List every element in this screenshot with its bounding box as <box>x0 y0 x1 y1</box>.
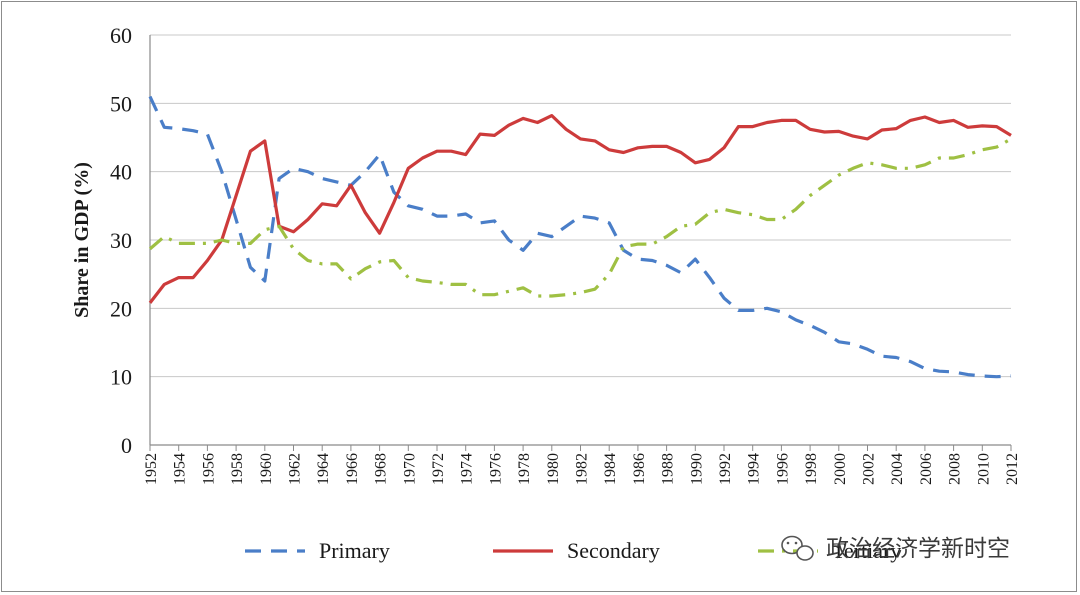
x-tick-labels: 1952 1954 1956 1958 1960 1962 1964 1966 1968 1970… <box>143 445 1021 485</box>
x-tick-label: 2004 <box>889 453 906 485</box>
x-tick-label: 1984 <box>602 453 619 485</box>
y-tick-label: 60 <box>110 23 132 48</box>
watermark: 政治经济学新时空 <box>781 535 1010 562</box>
watermark-text: 政治经济学新时空 <box>826 536 1010 562</box>
series-line-primary <box>148 95 1012 379</box>
legend-label-secondary: Secondary <box>567 538 660 563</box>
y-tick-label: 20 <box>110 296 132 321</box>
x-tick-label: 1990 <box>688 453 705 485</box>
y-tick-label: 30 <box>110 228 132 253</box>
y-tick-labels: 0 10 20 30 40 50 60 <box>110 23 132 458</box>
x-tick-label: 1986 <box>631 453 648 485</box>
x-tick-label: 1966 <box>344 453 361 485</box>
x-tick-label: 2012 <box>1004 453 1021 485</box>
x-tick-label: 1992 <box>717 453 734 485</box>
x-tick-label: 2010 <box>975 453 992 485</box>
x-tick-label: 1952 <box>143 453 160 485</box>
y-tick-label: 10 <box>110 365 132 390</box>
x-tick-label: 1998 <box>803 453 820 485</box>
legend: Primary Secondary Tertiary <box>245 538 901 563</box>
gridlines <box>150 34 1011 378</box>
legend-label-primary: Primary <box>319 538 390 563</box>
x-tick-label: 1988 <box>660 453 677 485</box>
x-tick-label: 1994 <box>746 453 763 485</box>
y-tick-label: 40 <box>110 160 132 185</box>
x-tick-label: 1956 <box>200 453 217 485</box>
x-tick-label: 1974 <box>459 453 476 485</box>
y-tick-label: 0 <box>121 433 132 458</box>
x-tick-label: 1964 <box>315 453 332 485</box>
legend-label-tertiary: Tertiary <box>832 538 901 563</box>
series-line-secondary <box>148 113 1012 304</box>
x-tick-label: 1976 <box>487 453 504 485</box>
x-tick-label: 1968 <box>373 453 390 485</box>
x-tick-label: 1970 <box>401 453 418 485</box>
series-lines <box>148 95 1012 379</box>
x-tick-label: 1958 <box>229 453 246 485</box>
x-tick-label: 1980 <box>545 453 562 485</box>
x-tick-label: 1962 <box>287 453 304 485</box>
x-tick-label: 1954 <box>172 453 189 485</box>
x-tick-label: 1960 <box>258 453 275 485</box>
x-tick-label: 2002 <box>861 453 878 485</box>
x-tick-label: 1972 <box>430 453 447 485</box>
y-axis-label: Share in GDP (%) <box>71 162 93 318</box>
x-tick-label: 2006 <box>918 453 935 485</box>
x-tick-label: 1996 <box>774 453 791 485</box>
x-tick-label: 2000 <box>832 453 849 485</box>
x-tick-label: 1978 <box>516 453 533 485</box>
wechat-icon <box>781 535 814 561</box>
x-tick-label: 2008 <box>947 453 964 485</box>
x-tick-label: 1982 <box>574 453 591 485</box>
y-tick-label: 50 <box>110 91 132 116</box>
